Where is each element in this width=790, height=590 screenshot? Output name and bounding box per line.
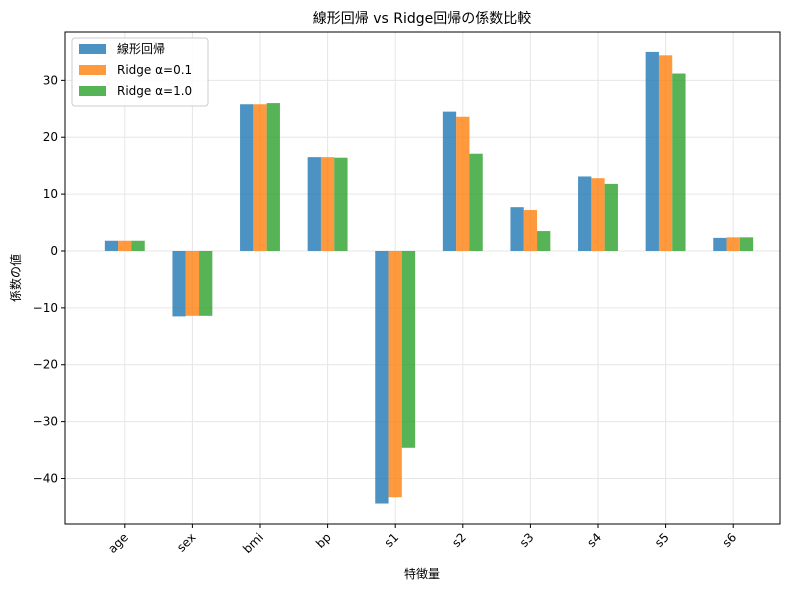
y-tick-label: −30 — [33, 415, 58, 429]
x-tick-label-s6: s6 — [720, 530, 740, 550]
x-tick-label-s2: s2 — [449, 530, 469, 550]
bar-s2-series-0 — [442, 111, 457, 251]
chart-title: 線形回帰 vs Ridge回帰の係数比較 — [313, 10, 531, 27]
bar-age-series-1 — [118, 240, 132, 251]
legend: 線形回帰 Ridge α=0.1 Ridge α=1.0 — [71, 37, 209, 107]
x-tick-label-sex: sex — [174, 530, 198, 554]
bar-s6-series-1 — [726, 237, 740, 251]
bar-s3-series-2 — [537, 231, 551, 251]
bar-s4-series-2 — [604, 183, 618, 251]
legend-swatch-1 — [79, 65, 106, 75]
bar-s4-series-0 — [578, 176, 592, 251]
x-tick-label-bp: bp — [313, 530, 334, 551]
bar-s6-series-2 — [739, 237, 754, 251]
bar-sex-series-1 — [185, 250, 200, 316]
y-tick-label: −10 — [33, 301, 58, 315]
bar-bmi-series-0 — [240, 104, 254, 251]
y-tick-label: 30 — [43, 73, 58, 87]
y-tick-label: −40 — [33, 471, 58, 485]
x-tick-label-s5: s5 — [652, 530, 672, 550]
x-tick-label-age: age — [105, 530, 131, 556]
bar-age-series-2 — [131, 240, 145, 251]
y-axis-ticks: −40 −30 −20 −10 0 10 20 30 — [33, 73, 65, 485]
y-tick-label: 0 — [50, 244, 58, 258]
x-tick-label-bmi: bmi — [240, 530, 266, 556]
y-tick-label: 20 — [43, 130, 58, 144]
x-tick-label-s1: s1 — [382, 530, 402, 550]
y-tick-label: −20 — [33, 358, 58, 372]
bar-sex-series-2 — [199, 250, 213, 316]
bar-bmi-series-1 — [253, 104, 267, 251]
legend-swatch-0 — [79, 44, 106, 54]
bar-s1-series-2 — [401, 250, 416, 448]
bar-s3-series-1 — [523, 210, 538, 251]
bar-s1-series-0 — [375, 250, 389, 504]
x-tick-label-s4: s4 — [584, 530, 604, 550]
legend-label-2: Ridge α=1.0 — [117, 84, 192, 98]
y-tick-label: 10 — [43, 187, 58, 201]
bar-s2-series-1 — [456, 116, 470, 251]
bar-s3-series-0 — [510, 207, 524, 251]
bar-age-series-0 — [104, 240, 119, 251]
bar-s1-series-1 — [388, 250, 402, 498]
bar-s4-series-1 — [591, 178, 605, 251]
bar-s5-series-0 — [645, 51, 659, 251]
bars — [104, 51, 754, 504]
bar-bmi-series-2 — [266, 103, 280, 251]
bar-bp-series-1 — [320, 157, 335, 251]
bar-bp-series-0 — [307, 157, 321, 251]
legend-label-1: Ridge α=0.1 — [117, 63, 192, 77]
bar-s2-series-2 — [469, 153, 483, 251]
bar-s5-series-1 — [658, 55, 673, 251]
plot-frame — [64, 31, 781, 525]
legend-label-0: 線形回帰 — [117, 41, 165, 56]
bar-bp-series-2 — [334, 157, 348, 251]
legend-swatch-2 — [79, 86, 106, 96]
bar-sex-series-0 — [172, 250, 186, 317]
x-axis-title: 特徴量 — [404, 566, 440, 581]
bar-s6-series-0 — [713, 237, 727, 251]
x-axis-ticks: age sex bmi bp s1 s2 s3 s4 s5 s6 — [105, 524, 739, 556]
bar-s5-series-2 — [672, 73, 686, 251]
x-tick-label-s3: s3 — [517, 530, 537, 550]
y-axis-title: 係数の値 — [8, 254, 23, 302]
